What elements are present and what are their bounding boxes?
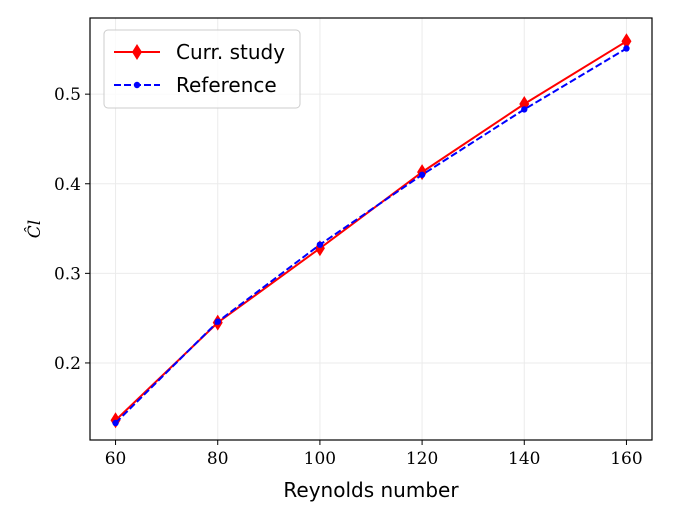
legend-box [103, 29, 301, 109]
marker [316, 241, 324, 248]
legend-label: Reference [176, 73, 277, 97]
marker [521, 106, 528, 113]
x-tick-label: 80 [207, 449, 229, 469]
y-axis-label: Ĉl [24, 220, 45, 238]
marker [112, 419, 119, 427]
x-tick-label: 160 [610, 449, 642, 469]
x-tick-label: 60 [105, 449, 127, 469]
y-tick-label: 0.4 [54, 175, 81, 195]
marker [621, 33, 632, 50]
y-tick-label: 0.3 [54, 264, 81, 284]
series-line [114, 47, 627, 424]
plot-frame [89, 17, 653, 441]
legend-label: Curr. study [176, 40, 285, 64]
legend-marker [133, 81, 141, 89]
x-tick-label: 100 [304, 449, 336, 469]
x-tick-label: 120 [406, 449, 438, 469]
y-tick-label: 0.5 [54, 85, 81, 105]
marker [418, 171, 426, 178]
marker [214, 318, 221, 325]
marker [623, 45, 630, 52]
y-tick-label: 0.2 [54, 354, 81, 374]
x-tick-label: 140 [508, 449, 540, 469]
legend-marker [132, 44, 142, 60]
x-axis-label: Reynolds number [283, 478, 459, 502]
